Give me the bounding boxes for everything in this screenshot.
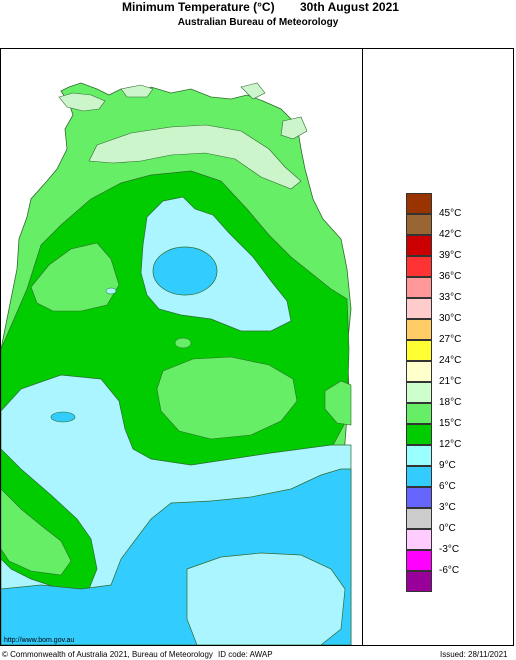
map-subtitle: Australian Bureau of Meteorology <box>177 17 339 28</box>
legend-label: 45°C <box>439 208 462 219</box>
legend-swatch <box>406 508 432 529</box>
legend-label: 6°C <box>439 481 456 492</box>
legend-label: 21°C <box>439 376 462 387</box>
island-north-1 <box>58 92 106 112</box>
band-18-21-north <box>88 124 302 190</box>
legend-label: 36°C <box>439 271 462 282</box>
map-title: Minimum Temperature (°C) <box>122 0 275 14</box>
legend-swatch <box>406 466 432 487</box>
legend-label: -3°C <box>439 544 460 555</box>
lake-1 <box>105 287 117 295</box>
legend-label: 12°C <box>439 439 462 450</box>
lake-2 <box>174 337 192 349</box>
island-north-4 <box>120 84 154 98</box>
legend-label: 18°C <box>439 397 462 408</box>
map-date: 30th August 2021 <box>300 0 399 14</box>
legend-swatch <box>406 424 432 445</box>
legend-label: 42°C <box>439 229 462 240</box>
legend-swatch <box>406 319 432 340</box>
legend-label: 39°C <box>439 250 462 261</box>
band-15-18-east <box>324 380 352 426</box>
band-6-9-west-patch <box>50 411 76 423</box>
map-frame <box>0 48 514 646</box>
copyright-text: © Commonwealth of Australia 2021, Bureau… <box>2 650 213 659</box>
legend-label: 27°C <box>439 334 462 345</box>
legend-swatch <box>406 445 432 466</box>
legend-label: 33°C <box>439 292 462 303</box>
island-north-3 <box>280 116 308 140</box>
website-url[interactable]: http://www.bom.gov.au <box>4 637 75 644</box>
legend-label: -6°C <box>439 565 460 576</box>
legend-label: 15°C <box>439 418 462 429</box>
legend-swatch <box>406 256 432 277</box>
issued-date: Issued: 28/11/2021 <box>440 650 508 659</box>
legend-label: 24°C <box>439 355 462 366</box>
legend-swatch <box>406 550 432 571</box>
legend-swatch <box>406 235 432 256</box>
island-north-2 <box>240 82 266 100</box>
legend-swatch <box>406 403 432 424</box>
legend-label: 3°C <box>439 502 456 513</box>
legend-swatch <box>406 361 432 382</box>
band-15-18-west <box>30 242 120 312</box>
frame-divider <box>362 48 363 646</box>
legend-swatch <box>406 382 432 403</box>
legend-swatch <box>406 571 432 592</box>
band-15-18-west-coast <box>1 488 72 576</box>
legend-label: 0°C <box>439 523 456 534</box>
legend-swatch <box>406 529 432 550</box>
legend-swatch <box>406 214 432 235</box>
legend-swatch <box>406 340 432 361</box>
id-code: ID code: AWAP <box>218 650 273 659</box>
legend-label: 9°C <box>439 460 456 471</box>
legend-swatch <box>406 298 432 319</box>
band-15-18-south-central <box>156 356 298 440</box>
temperature-map <box>1 49 362 645</box>
band-6-9-central <box>152 246 218 296</box>
legend-label: 30°C <box>439 313 462 324</box>
footer: © Commonwealth of Australia 2021, Bureau… <box>0 648 516 660</box>
legend-swatch <box>406 277 432 298</box>
legend-swatch <box>406 487 432 508</box>
title-row: Minimum Temperature (°C) 30th August 202… <box>0 0 516 16</box>
legend-swatch <box>406 193 432 214</box>
color-legend: 45°C 42°C 39°C 36°C 33°C 30°C 27°C 24°C 21°C 18°C… <box>406 193 466 613</box>
band-9-12-south <box>186 552 346 645</box>
